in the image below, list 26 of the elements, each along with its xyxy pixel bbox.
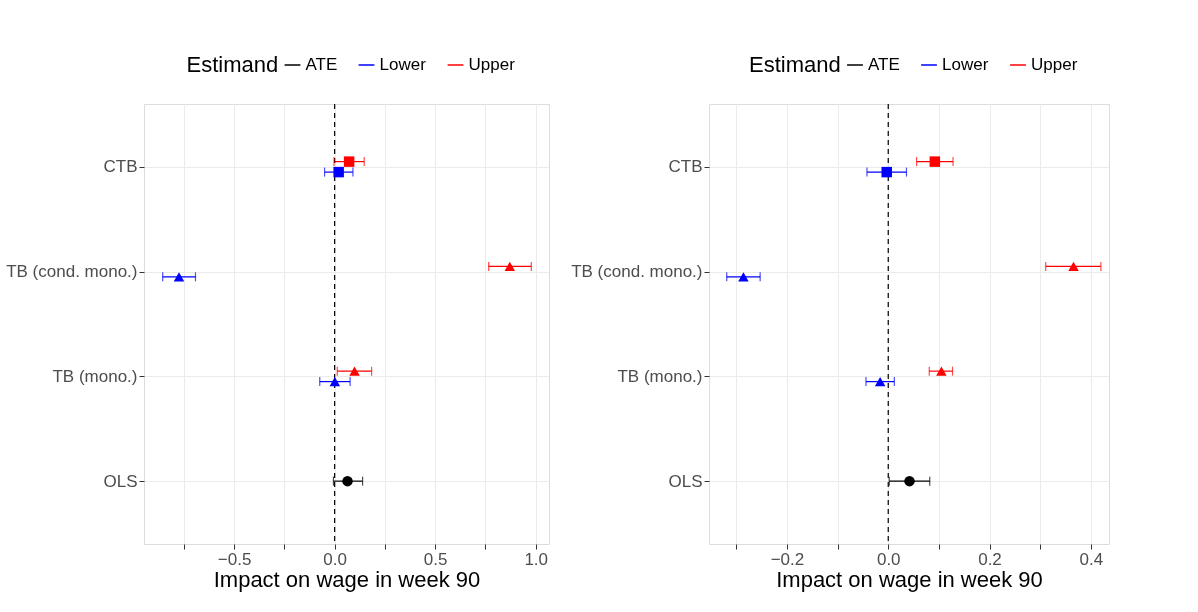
x-tick-label: 0.4 — [1079, 549, 1104, 569]
x-tick-label: 1.0 — [524, 549, 549, 569]
legend-label: ATE — [868, 55, 900, 74]
x-axis-title: Impact on wage in week 90 — [213, 566, 481, 592]
y-tick-label: OLS — [668, 471, 703, 491]
x-tick-label: −0.2 — [770, 549, 805, 569]
legend-title: Estimand — [749, 52, 841, 77]
legend-label: Upper — [468, 55, 516, 74]
legend-label: Lower — [379, 55, 427, 74]
x-tick-label: 0.0 — [876, 549, 901, 569]
x-axis-title: Impact on wage in week 90 — [776, 566, 1043, 592]
x-tick-label: 0.0 — [323, 549, 347, 569]
y-tick-label: TB (mono.) — [52, 366, 138, 386]
y-tick-label: CTB — [668, 157, 703, 177]
y-tick-label: TB (mono.) — [617, 366, 703, 386]
legend-title: Estimand — [186, 52, 279, 77]
x-tick-label: 0.2 — [978, 549, 1002, 569]
legend-label: ATE — [305, 55, 338, 74]
y-tick-label: TB (cond. mono.) — [6, 262, 138, 282]
x-tick-label: 0.5 — [423, 549, 448, 569]
legend-label: Lower — [942, 55, 989, 74]
legend-label: Upper — [1031, 55, 1078, 74]
y-tick-label: OLS — [103, 471, 138, 491]
y-tick-label: TB (cond. mono.) — [571, 262, 703, 282]
x-tick-label: −0.5 — [217, 549, 252, 569]
y-tick-label: CTB — [103, 157, 138, 177]
